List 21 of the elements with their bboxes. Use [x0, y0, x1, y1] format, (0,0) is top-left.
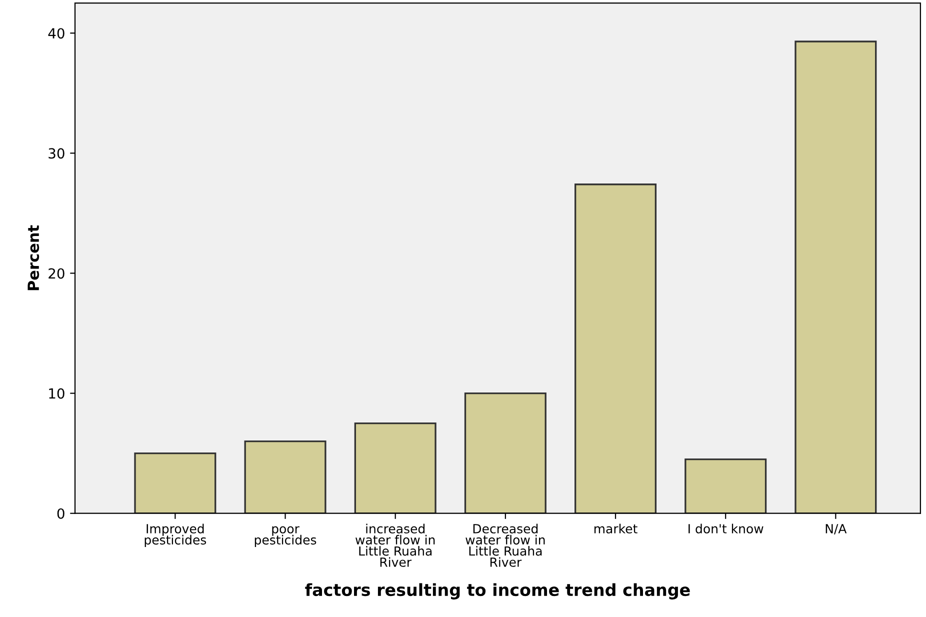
x-tick-label: Decreased water flow in Little Ruaha River: [466, 524, 545, 567]
y-axis-title: Percent: [28, 225, 40, 290]
x-tick-label: I don't know: [688, 524, 764, 534]
bar: [794, 40, 877, 514]
bar: [244, 440, 326, 514]
bar: [464, 392, 546, 514]
x-tick-label: poor pesticides: [254, 526, 316, 548]
y-tick-label: 20: [48, 268, 64, 279]
y-tick-label: 10: [49, 388, 64, 399]
y-tick-label: 0: [57, 508, 64, 519]
x-axis-title: factors resulting to income trend change: [305, 583, 690, 600]
x-tick-label: N/A: [826, 524, 847, 534]
bar: [134, 452, 216, 514]
y-tick-label: 40: [48, 28, 64, 39]
bar: [574, 184, 657, 514]
x-tick-label: increased water flow in Little Ruaha River: [356, 524, 435, 567]
y-tick-label: 30: [48, 148, 64, 159]
bar: [684, 458, 767, 514]
x-tick-label: market: [594, 524, 638, 534]
x-tick-label: Improved pesticides: [144, 524, 206, 548]
bar: [354, 422, 436, 514]
